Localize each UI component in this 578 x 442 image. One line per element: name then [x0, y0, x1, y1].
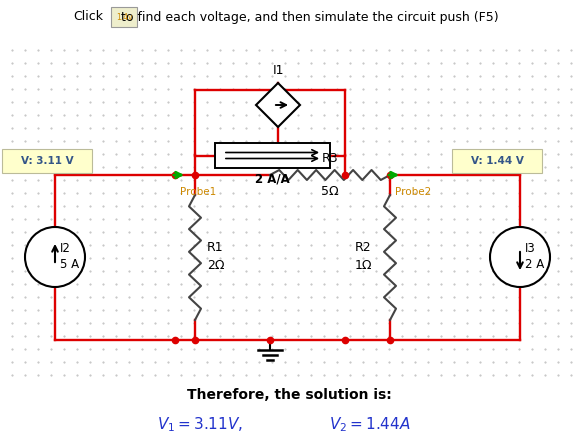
- Text: Therefore, the solution is:: Therefore, the solution is:: [187, 388, 391, 402]
- FancyBboxPatch shape: [215, 143, 330, 168]
- Text: R2: R2: [355, 241, 372, 254]
- Text: 5 A: 5 A: [60, 259, 79, 271]
- Circle shape: [25, 227, 85, 287]
- Text: V: 3.11 V: V: 3.11 V: [21, 156, 73, 166]
- Text: V: 1.44 V: V: 1.44 V: [470, 156, 524, 166]
- Text: 1Ω: 1Ω: [355, 259, 372, 272]
- Text: I1: I1: [272, 64, 284, 77]
- FancyBboxPatch shape: [452, 149, 542, 173]
- Polygon shape: [256, 83, 300, 127]
- Text: R1: R1: [207, 241, 224, 254]
- Text: Probe1: Probe1: [180, 187, 216, 197]
- Text: Click: Click: [73, 11, 103, 23]
- Text: 1.4v: 1.4v: [116, 12, 132, 22]
- Text: $V_1 = 3.11V,$: $V_1 = 3.11V,$: [157, 415, 243, 434]
- Text: to find each voltage, and then simulate the circuit push (F5): to find each voltage, and then simulate …: [121, 11, 499, 23]
- FancyBboxPatch shape: [2, 149, 92, 173]
- Text: 2 A: 2 A: [525, 259, 544, 271]
- Text: 2 A/A: 2 A/A: [255, 173, 290, 186]
- Text: I3: I3: [525, 243, 536, 255]
- Text: Probe2: Probe2: [395, 187, 431, 197]
- Text: R3: R3: [322, 152, 338, 165]
- Text: $V_2 = 1.44A$: $V_2 = 1.44A$: [329, 415, 411, 434]
- FancyBboxPatch shape: [111, 7, 137, 27]
- Text: 2Ω: 2Ω: [207, 259, 224, 272]
- Circle shape: [490, 227, 550, 287]
- Text: 5Ω: 5Ω: [321, 185, 339, 198]
- Text: I2: I2: [60, 243, 71, 255]
